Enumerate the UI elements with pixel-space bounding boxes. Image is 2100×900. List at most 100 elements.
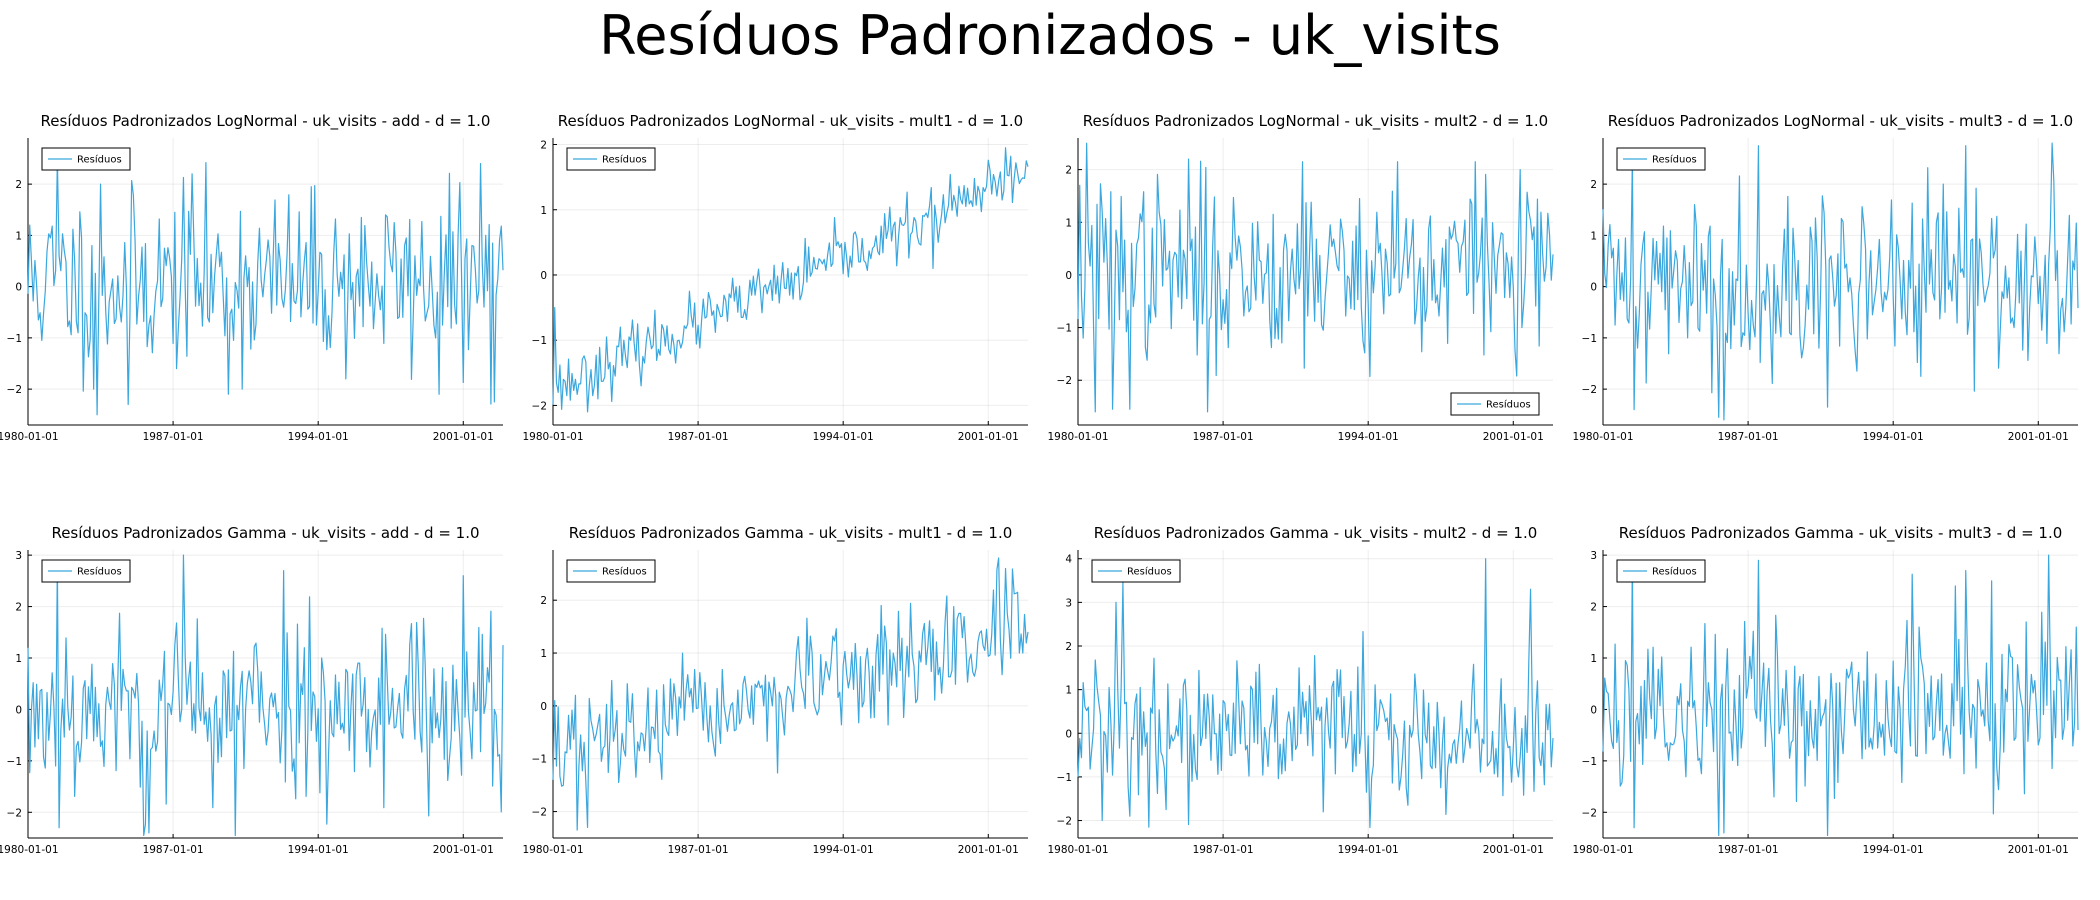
x-tick-label: 2001-01-01 bbox=[2008, 844, 2069, 856]
legend-label: Resíduos bbox=[602, 566, 647, 578]
y-tick-label: −1 bbox=[532, 754, 547, 766]
y-tick-label: 0 bbox=[15, 282, 22, 294]
y-tick-label: 2 bbox=[540, 595, 547, 607]
legend-box bbox=[41, 559, 131, 583]
x-tick-label: 1994-01-01 bbox=[288, 844, 349, 856]
chart-title: Resíduos Padronizados LogNormal - uk_vis… bbox=[1083, 112, 1548, 131]
x-tick-label: 1987-01-01 bbox=[1718, 431, 1779, 443]
y-tick-label: 1 bbox=[1065, 685, 1072, 697]
x-tick-label: 2001-01-01 bbox=[1483, 844, 1544, 856]
x-tick-label: 1987-01-01 bbox=[1718, 844, 1779, 856]
chart-panel-8: Resíduos Padronizados Gamma - uk_visits … bbox=[1572, 524, 2079, 856]
series-line-residuos bbox=[552, 147, 1029, 413]
y-tick-label: 2 bbox=[15, 602, 22, 614]
y-tick-label: 1 bbox=[540, 205, 547, 217]
x-tick-label: 1980-01-01 bbox=[522, 844, 583, 856]
y-tick-label: 2 bbox=[1590, 602, 1597, 614]
y-tick-label: 2 bbox=[1065, 641, 1072, 653]
x-tick-label: 1994-01-01 bbox=[1863, 844, 1924, 856]
series-line-residuos bbox=[552, 557, 1029, 831]
legend-box bbox=[41, 147, 131, 171]
legend-label: Resíduos bbox=[1486, 399, 1531, 411]
y-tick-label: 0 bbox=[1590, 282, 1597, 294]
y-tick-label: −1 bbox=[1582, 333, 1597, 345]
y-tick-label: 1 bbox=[1590, 230, 1597, 242]
legend-box bbox=[1616, 559, 1706, 583]
legend-label: Resíduos bbox=[602, 154, 647, 166]
legend-label: Resíduos bbox=[77, 154, 122, 166]
x-tick-label: 1987-01-01 bbox=[143, 844, 204, 856]
y-tick-label: −1 bbox=[7, 756, 22, 768]
series-line-residuos bbox=[27, 554, 504, 837]
legend: Resíduos bbox=[566, 559, 656, 583]
series-line-residuos bbox=[1077, 558, 1554, 829]
x-tick-label: 2001-01-01 bbox=[433, 431, 494, 443]
y-tick-label: −1 bbox=[1057, 772, 1072, 784]
x-tick-label: 1994-01-01 bbox=[1338, 844, 1399, 856]
y-tick-label: 1 bbox=[1065, 217, 1072, 229]
x-tick-label: 1980-01-01 bbox=[1572, 431, 1633, 443]
chart-title: Resíduos Padronizados Gamma - uk_visits … bbox=[1619, 524, 2063, 543]
x-tick-label: 1980-01-01 bbox=[522, 431, 583, 443]
chart-panel-1: Resíduos Padronizados LogNormal - uk_vis… bbox=[0, 112, 504, 443]
legend-box bbox=[1450, 392, 1540, 416]
y-tick-label: 0 bbox=[1065, 270, 1072, 282]
x-tick-label: 1994-01-01 bbox=[813, 844, 874, 856]
x-tick-label: 2001-01-01 bbox=[958, 844, 1019, 856]
y-tick-label: −2 bbox=[1057, 816, 1072, 828]
y-tick-label: −2 bbox=[532, 400, 547, 412]
y-tick-label: −2 bbox=[1582, 384, 1597, 396]
y-tick-label: 3 bbox=[15, 550, 22, 562]
y-tick-label: 2 bbox=[15, 179, 22, 191]
chart-title: Resíduos Padronizados LogNormal - uk_vis… bbox=[558, 112, 1023, 131]
chart-panel-7: Resíduos Padronizados Gamma - uk_visits … bbox=[1047, 524, 1554, 856]
x-tick-label: 1980-01-01 bbox=[0, 431, 59, 443]
y-tick-label: 1 bbox=[540, 648, 547, 660]
legend-box bbox=[1616, 147, 1706, 171]
y-tick-label: −1 bbox=[532, 335, 547, 347]
x-tick-label: 1987-01-01 bbox=[1193, 844, 1254, 856]
legend-label: Resíduos bbox=[1652, 154, 1697, 166]
chart-title: Resíduos Padronizados Gamma - uk_visits … bbox=[1094, 524, 1538, 543]
y-tick-label: −2 bbox=[1057, 375, 1072, 387]
y-tick-label: 3 bbox=[1065, 597, 1072, 609]
series-line-residuos bbox=[1077, 142, 1554, 413]
legend-box bbox=[566, 147, 656, 171]
legend-box bbox=[566, 559, 656, 583]
y-tick-label: 0 bbox=[15, 704, 22, 716]
y-tick-label: 1 bbox=[15, 653, 22, 665]
x-tick-label: 1994-01-01 bbox=[1863, 431, 1924, 443]
x-tick-label: 2001-01-01 bbox=[958, 431, 1019, 443]
x-tick-label: 1980-01-01 bbox=[0, 844, 59, 856]
y-tick-label: 0 bbox=[540, 270, 547, 282]
y-tick-label: 1 bbox=[15, 230, 22, 242]
y-tick-label: 2 bbox=[1065, 165, 1072, 177]
chart-panel-6: Resíduos Padronizados Gamma - uk_visits … bbox=[522, 524, 1029, 856]
legend: Resíduos bbox=[1450, 392, 1540, 416]
y-tick-label: 0 bbox=[1590, 704, 1597, 716]
series-line-residuos bbox=[1602, 142, 2079, 421]
legend: Resíduos bbox=[1091, 559, 1181, 583]
y-tick-label: −1 bbox=[1057, 323, 1072, 335]
x-tick-label: 1987-01-01 bbox=[668, 431, 729, 443]
x-tick-label: 2001-01-01 bbox=[433, 844, 494, 856]
series-line-residuos bbox=[1602, 554, 2079, 837]
chart-title: Resíduos Padronizados LogNormal - uk_vis… bbox=[41, 112, 491, 131]
y-tick-label: −1 bbox=[1582, 756, 1597, 768]
legend-label: Resíduos bbox=[77, 566, 122, 578]
x-tick-label: 1987-01-01 bbox=[143, 431, 204, 443]
x-tick-label: 1980-01-01 bbox=[1572, 844, 1633, 856]
legend: Resíduos bbox=[41, 559, 131, 583]
y-tick-label: 2 bbox=[1590, 179, 1597, 191]
x-tick-label: 1994-01-01 bbox=[288, 431, 349, 443]
y-tick-label: 1 bbox=[1590, 653, 1597, 665]
legend: Resíduos bbox=[1616, 559, 1706, 583]
legend: Resíduos bbox=[566, 147, 656, 171]
y-tick-label: −2 bbox=[532, 807, 547, 819]
x-tick-label: 1994-01-01 bbox=[813, 431, 874, 443]
legend: Resíduos bbox=[1616, 147, 1706, 171]
y-tick-label: 4 bbox=[1065, 554, 1072, 566]
legend-label: Resíduos bbox=[1652, 566, 1697, 578]
legend: Resíduos bbox=[41, 147, 131, 171]
